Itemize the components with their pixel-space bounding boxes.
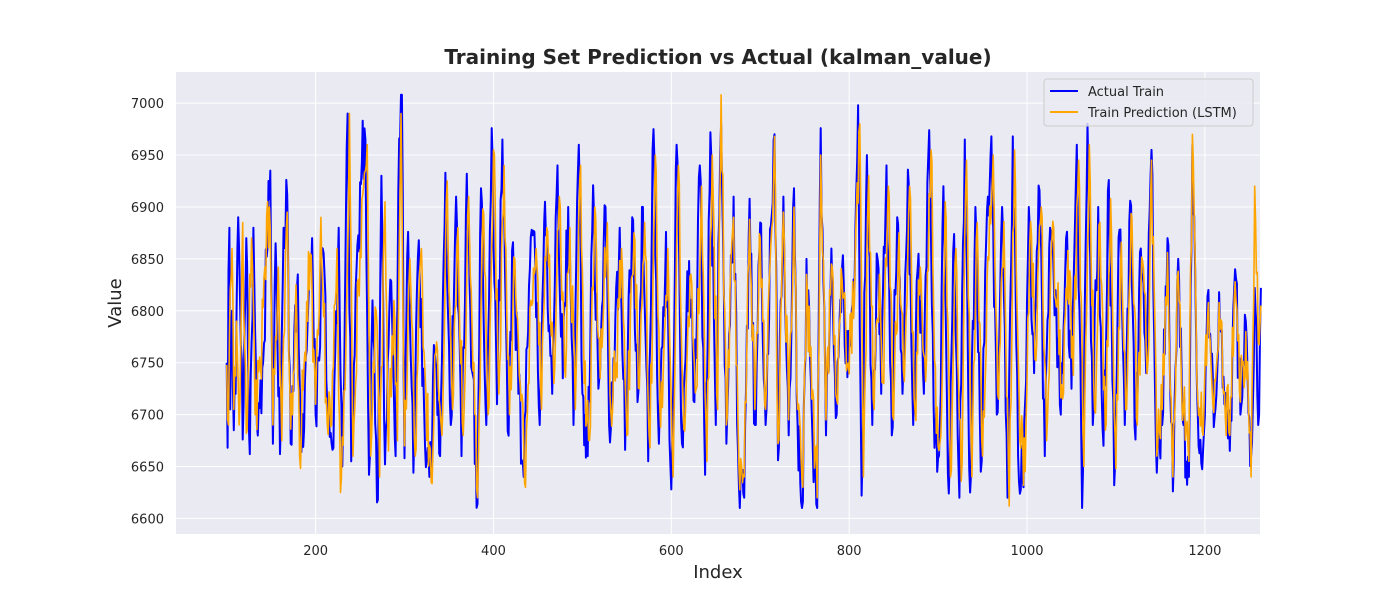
series-line-train-prediction xyxy=(225,94,1262,507)
y-tick-label: 6700 xyxy=(131,409,164,424)
y-tick-label: 6750 xyxy=(131,357,164,372)
series-layer xyxy=(225,93,1262,509)
y-tick-label: 6950 xyxy=(131,149,164,164)
y-tick-label: 6900 xyxy=(131,201,164,216)
x-axis-ticks: 200 400 600 800 1000 1200 xyxy=(303,544,1221,559)
y-tick-label: 6600 xyxy=(131,512,164,527)
y-tick-label: 6850 xyxy=(131,253,164,268)
legend: Actual Train Train Prediction (LSTM) xyxy=(1043,78,1254,127)
legend-label-actual-train: Actual Train xyxy=(1088,85,1164,100)
x-tick-label: 800 xyxy=(837,544,862,559)
chart-title: Training Set Prediction vs Actual (kalma… xyxy=(444,45,991,69)
legend-box xyxy=(1043,78,1254,127)
x-tick-label: 1000 xyxy=(1010,544,1043,559)
x-tick-label: 200 xyxy=(303,544,328,559)
x-tick-label: 600 xyxy=(659,544,684,559)
y-tick-label: 6800 xyxy=(131,305,164,320)
x-tick-label: 1200 xyxy=(1188,544,1221,559)
legend-label-train-prediction: Train Prediction (LSTM) xyxy=(1087,106,1237,121)
x-axis-label: Index xyxy=(693,562,743,583)
x-tick-label: 400 xyxy=(481,544,506,559)
y-tick-label: 7000 xyxy=(131,97,164,112)
y-tick-label: 6650 xyxy=(131,461,164,476)
y-axis-label: Value xyxy=(105,278,126,327)
y-axis-ticks: 6600 6650 6700 6750 6800 6850 6900 6950 7000 xyxy=(131,97,164,527)
